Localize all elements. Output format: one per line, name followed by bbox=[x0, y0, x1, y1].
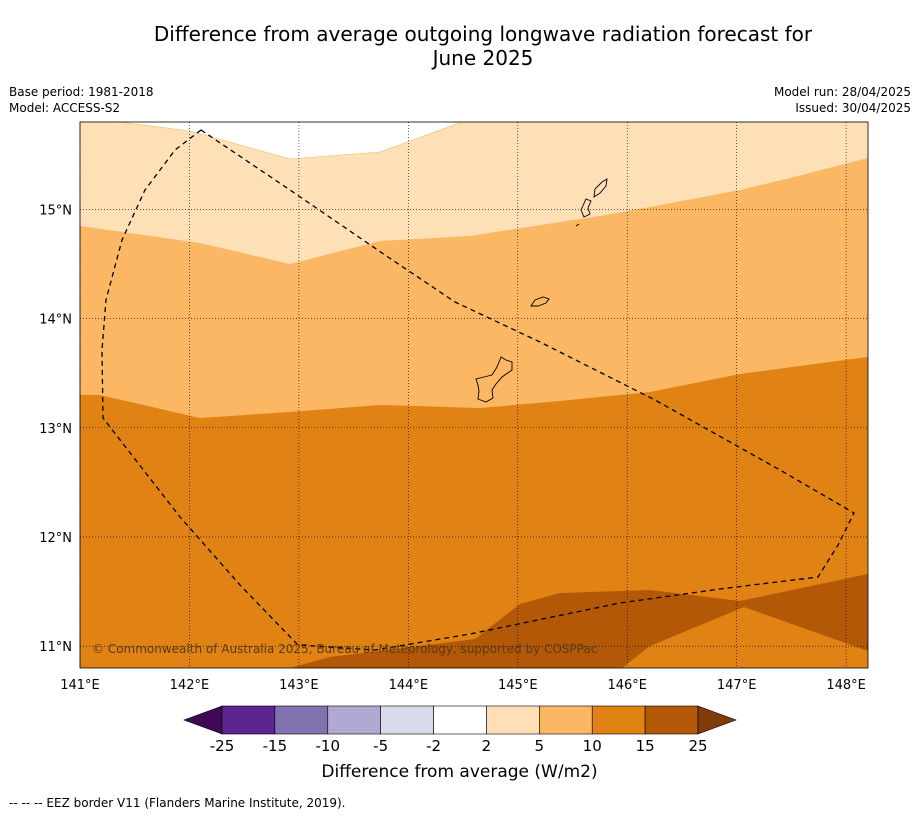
metadata-right: Model run: 28/04/2025 Issued: 30/04/2025 bbox=[774, 84, 911, 116]
colorbar-segment bbox=[221, 705, 276, 735]
colorbar-segment bbox=[433, 705, 487, 735]
colorbar-segment bbox=[539, 705, 593, 735]
band-near-zero bbox=[80, 122, 868, 160]
title-line-2: June 2025 bbox=[432, 46, 534, 70]
colorbar-tick-label: 5 bbox=[535, 737, 545, 755]
longitude-labels: 141°E 142°E 143°E 144°E 145°E 146°E 147°E 148°E bbox=[60, 678, 866, 693]
lat-tick-label: 13°N bbox=[39, 422, 72, 437]
colorbar-segment bbox=[591, 705, 646, 735]
band-2-5 bbox=[80, 122, 868, 264]
lon-tick-label: 145°E bbox=[498, 678, 538, 693]
lon-tick-label: 147°E bbox=[717, 678, 757, 693]
colorbar-segment bbox=[644, 705, 699, 735]
lon-tick-label: 146°E bbox=[607, 678, 647, 693]
colorbar-tick-label: -10 bbox=[316, 737, 341, 755]
lat-tick-label: 14°N bbox=[39, 313, 72, 328]
colorbar-tick-label: 25 bbox=[688, 737, 707, 755]
map-frame bbox=[79, 121, 869, 669]
colorbar-tick-label: 15 bbox=[636, 737, 655, 755]
metadata-left: Base period: 1981-2018 Model: ACCESS-S2 bbox=[9, 84, 154, 116]
latitude-labels: 15°N 14°N 13°N 12°N 11°N bbox=[39, 203, 72, 655]
eez-border-line bbox=[101, 129, 855, 651]
island-tinian bbox=[580, 198, 592, 218]
colorbar-tick-label: -25 bbox=[210, 737, 235, 755]
colorbar-tick-label: -5 bbox=[373, 737, 388, 755]
eez-border bbox=[101, 129, 855, 651]
lon-tick-label: 144°E bbox=[389, 678, 429, 693]
lon-tick-label: 141°E bbox=[60, 678, 100, 693]
lat-tick-label: 11°N bbox=[39, 640, 72, 655]
colorbar-segment bbox=[274, 705, 329, 735]
title-line-1: Difference from average outgoing longwav… bbox=[153, 22, 813, 46]
model-name: Model: ACCESS-S2 bbox=[9, 101, 121, 115]
colorbar-segment bbox=[486, 705, 540, 735]
island-aguijan bbox=[575, 223, 580, 227]
lat-tick-label: 15°N bbox=[39, 203, 72, 218]
lon-tick-label: 148°E bbox=[826, 678, 866, 693]
colorbar-tick-label: -2 bbox=[426, 737, 441, 755]
eez-legend-note: -- -- -- EEZ border V11 (Flanders Marine… bbox=[9, 796, 346, 810]
colorbar-extend-high bbox=[697, 705, 737, 735]
colorbar-segment bbox=[327, 705, 381, 735]
lon-tick-label: 142°E bbox=[170, 678, 210, 693]
colorbar-tick-label: 10 bbox=[583, 737, 602, 755]
islands bbox=[475, 178, 608, 403]
island-rota bbox=[530, 296, 550, 307]
forecast-field bbox=[80, 122, 868, 668]
colorbar-extend-low bbox=[183, 705, 223, 735]
base-period: Base period: 1981-2018 bbox=[9, 85, 154, 99]
colorbar-tick-label: -15 bbox=[263, 737, 288, 755]
island-saipan bbox=[593, 178, 608, 198]
colorbar-tick-label: 2 bbox=[482, 737, 492, 755]
lat-tick-label: 12°N bbox=[39, 531, 72, 546]
chart-title: Difference from average outgoing longwav… bbox=[0, 22, 919, 70]
colorbar bbox=[183, 705, 737, 735]
model-run: Model run: 28/04/2025 bbox=[773, 85, 911, 99]
colorbar-segment bbox=[380, 705, 434, 735]
lon-tick-label: 143°E bbox=[279, 678, 319, 693]
island-guam bbox=[475, 356, 513, 403]
copyright-text: © Commonwealth of Australia 2025, Bureau… bbox=[92, 642, 597, 656]
band-15-25 bbox=[290, 574, 868, 668]
colorbar-title: Difference from average (W/m2) bbox=[321, 762, 598, 782]
issued-date: Issued: 30/04/2025 bbox=[795, 101, 911, 115]
colorbar-labels: -25 -15 -10 -5 -2 2 5 10 15 25 bbox=[210, 737, 708, 755]
